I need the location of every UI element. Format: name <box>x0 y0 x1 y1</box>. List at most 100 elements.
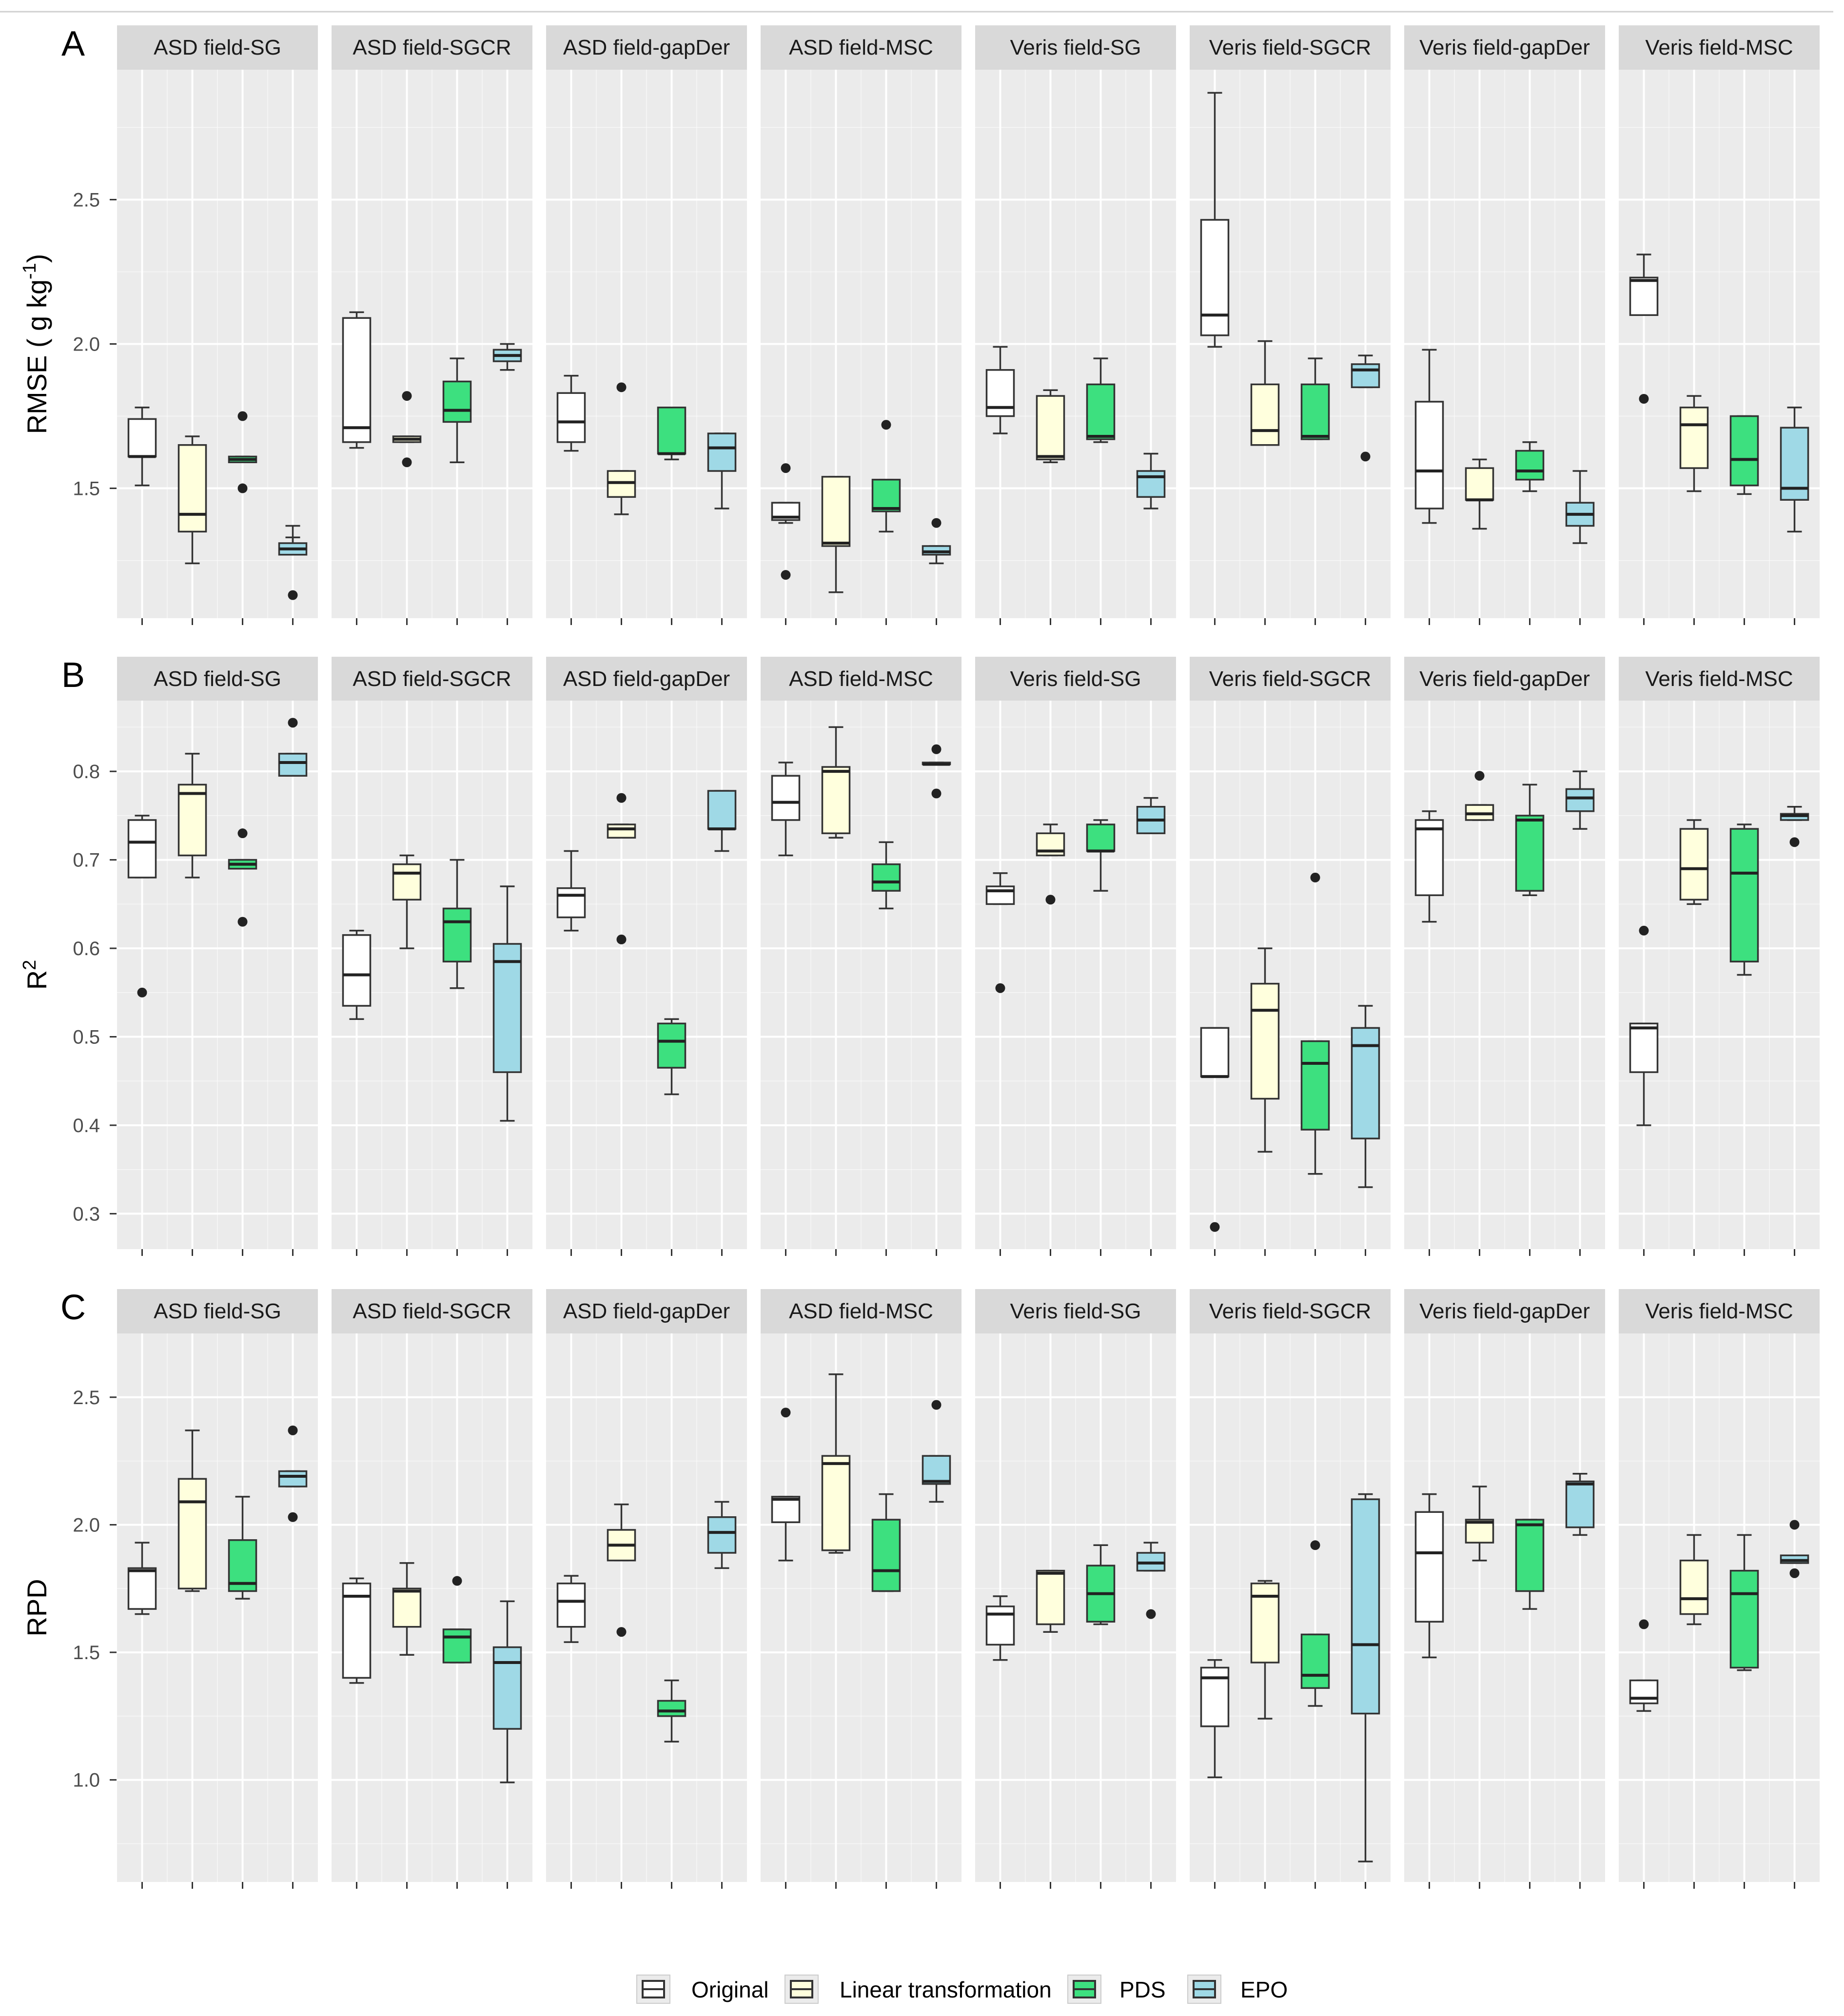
box-epo <box>1351 1493 1380 1862</box>
facet-asd-field-sgcr: ASD field-SGCR <box>332 1289 532 1889</box>
facet-strip-label: ASD field-MSC <box>789 36 933 59</box>
facet-strip-label: Veris field-SG <box>1010 1299 1141 1323</box>
facet-asd-field-msc: ASD field-MSC <box>761 25 961 625</box>
box-linear-transformation <box>821 726 851 839</box>
outlier-point <box>931 1400 942 1410</box>
outlier-point <box>781 463 791 473</box>
facet-strip-label: ASD field-MSC <box>789 1299 933 1323</box>
box-pds <box>1729 415 1759 495</box>
box-original <box>1200 1027 1230 1232</box>
facet-asd-field-gapder: ASD field-gapDer <box>546 25 747 625</box>
box-iqr <box>1629 1679 1659 1704</box>
facet-strip-label: Veris field-SG <box>1010 667 1141 691</box>
box-pds <box>1515 1519 1545 1610</box>
box-iqr <box>342 934 372 1007</box>
box-linear-transformation <box>607 382 636 515</box>
facet-veris-field-sg: Veris field-SG <box>975 1289 1176 1889</box>
box-pds <box>1086 1544 1116 1625</box>
box-iqr <box>1729 1569 1759 1669</box>
box-iqr <box>392 1587 422 1628</box>
box-original <box>556 374 586 452</box>
box-epo <box>1780 407 1809 533</box>
box-iqr <box>657 1022 687 1069</box>
y-tick-label: 2.5 <box>73 189 100 211</box>
box-iqr <box>1729 415 1759 487</box>
outlier-point <box>781 1408 791 1418</box>
box-iqr <box>707 1516 737 1554</box>
box-iqr <box>707 790 737 830</box>
y-tick-label: 0.3 <box>73 1203 100 1225</box>
facet-strip <box>117 657 318 701</box>
y-axis-label: RMSE ( g kg-1) <box>20 254 52 434</box>
box-pds <box>228 1496 257 1600</box>
box-epo <box>1136 1542 1166 1619</box>
outlier-point <box>1360 451 1371 462</box>
box-pds <box>1300 357 1330 440</box>
box-original <box>771 762 801 857</box>
box-pds <box>1515 783 1545 896</box>
outlier-point <box>402 391 412 401</box>
box-linear-transformation <box>1465 458 1494 530</box>
box-linear-transformation <box>1679 1534 1709 1625</box>
box-linear-transformation <box>1250 1580 1280 1720</box>
box-pds <box>871 841 901 910</box>
box-pds <box>1729 1534 1759 1671</box>
box-iqr <box>1036 395 1065 461</box>
panel-letter: B <box>61 656 85 695</box>
box-iqr <box>1729 828 1759 963</box>
y-axis-label: RPD <box>21 1579 52 1636</box>
facet-strip <box>761 25 961 70</box>
box-iqr <box>442 1628 472 1664</box>
facet-asd-field-gapder: ASD field-gapDer <box>546 1289 747 1889</box>
box-iqr <box>392 863 422 901</box>
facet-strip-label: Veris field-SGCR <box>1209 36 1372 59</box>
box-iqr <box>1565 788 1595 812</box>
outlier-point <box>237 483 248 493</box>
box-iqr <box>871 1519 901 1592</box>
legend-label-epo: EPO <box>1240 1977 1288 2002</box>
box-linear-transformation <box>392 391 422 468</box>
legend-item-pds: PDS <box>1067 1975 1166 2004</box>
box-iqr <box>1300 1040 1330 1131</box>
box-iqr <box>607 823 636 839</box>
box-iqr <box>985 369 1015 417</box>
box-epo <box>1351 354 1380 462</box>
box-pds <box>657 407 687 461</box>
y-tick-label: 0.6 <box>73 938 100 959</box>
facet-veris-field-msc: Veris field-MSC <box>1619 1289 1820 1889</box>
facet-strip-label: Veris field-SG <box>1010 36 1141 59</box>
box-iqr <box>492 1646 522 1730</box>
box-original <box>985 346 1015 434</box>
panel-row-c: C RPD 1.0 1.5 2.0 2.5 ASD field-SG ASD field-SG… <box>21 1288 1820 1889</box>
box-epo <box>278 525 308 600</box>
facet-strip <box>332 1289 532 1333</box>
y-tick-label: 0.4 <box>73 1115 100 1136</box>
box-original <box>127 815 157 998</box>
box-epo <box>1565 470 1595 544</box>
outlier-point <box>1310 872 1320 882</box>
box-epo <box>492 343 522 371</box>
box-pds <box>1086 819 1116 892</box>
facet-strip <box>761 1289 961 1333</box>
box-epo <box>707 1501 737 1569</box>
facet-veris-field-sg: Veris field-SG <box>975 657 1176 1256</box>
facet-strip-label: ASD field-SGCR <box>353 667 511 691</box>
box-original <box>985 1595 1015 1661</box>
box-epo <box>278 718 308 777</box>
legend-item-original: Original <box>636 1975 769 2004</box>
y-tick-label: 0.5 <box>73 1027 100 1048</box>
box-iqr <box>127 1567 157 1610</box>
box-iqr <box>342 1583 372 1679</box>
box-iqr <box>1515 450 1545 481</box>
box-epo <box>1780 1520 1809 1578</box>
box-iqr <box>278 753 308 777</box>
box-iqr <box>1414 1511 1444 1623</box>
box-iqr <box>1414 819 1444 896</box>
box-iqr <box>821 476 851 547</box>
legend-item-epo: EPO <box>1187 1975 1288 2004</box>
outlier-point <box>402 457 412 468</box>
panel-row-b: B R2 0.3 0.4 0.5 0.6 0.7 0.8 ASD field-SG ASD fie… <box>20 656 1820 1256</box>
facet-asd-field-msc: ASD field-MSC <box>761 657 961 1256</box>
panel-row-a: A RMSE ( g kg-1) 1.5 2.0 2.5 ASD field-SG ASD … <box>20 24 1820 625</box>
facet-asd-field-sg: ASD field-SG <box>117 657 318 1256</box>
